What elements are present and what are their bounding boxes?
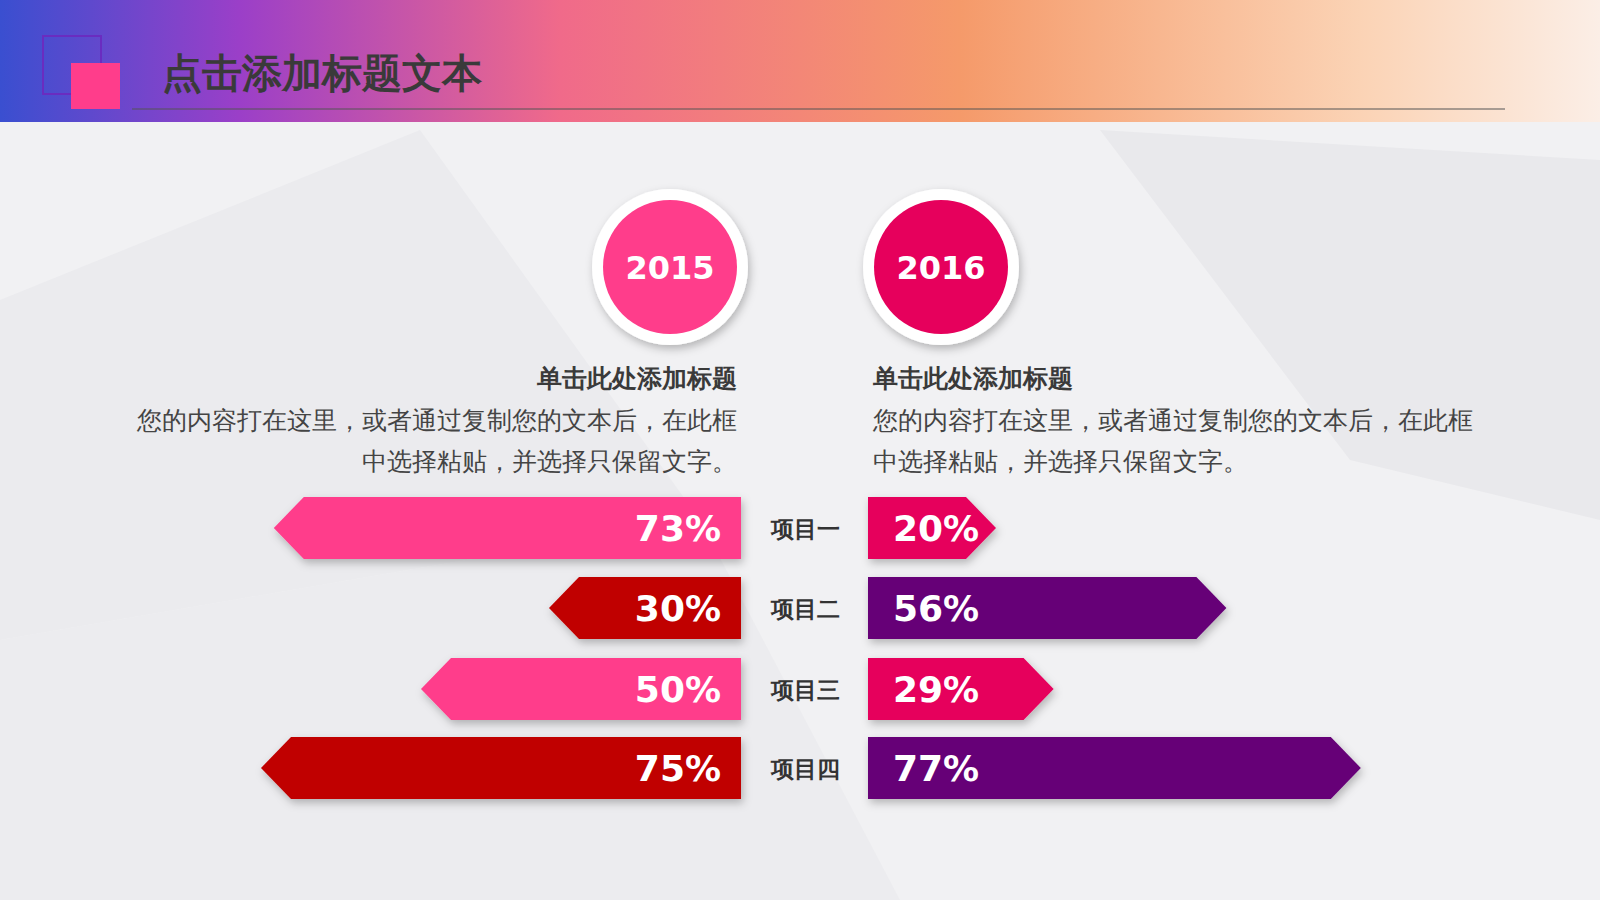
category-label: 项目二 (770, 596, 840, 622)
data-label: 50% (635, 669, 721, 710)
data-label: 30% (635, 588, 721, 629)
data-label: 20% (893, 508, 979, 549)
category-label: 项目一 (770, 516, 840, 542)
data-label: 29% (893, 669, 979, 710)
data-label: 75% (635, 748, 721, 789)
year-circle (874, 200, 1008, 334)
category-label: 项目三 (770, 677, 840, 703)
panel-text: 您的内容打在这里，或者通过复制您的文本后，在此框中选择粘贴，并选择只保留文字。 (136, 406, 737, 476)
background (0, 0, 1600, 900)
title: 点击添加标题文本 (162, 50, 482, 96)
panel-heading: 单击此处添加标题 (536, 364, 737, 393)
data-label: 56% (893, 588, 979, 629)
header-band (0, 0, 1600, 122)
panel-heading: 单击此处添加标题 (872, 364, 1073, 393)
year-circle (603, 200, 737, 334)
bg-shape (0, 520, 900, 900)
bar (868, 497, 996, 559)
data-labels: 73% 30% 50% 75% 20% 56% 29% 77% (635, 508, 979, 789)
bar (868, 737, 1361, 799)
bar (868, 658, 1054, 720)
category-label: 项目四 (770, 756, 840, 782)
bar (549, 577, 741, 639)
bar (421, 658, 741, 720)
bar (261, 737, 741, 799)
bar (868, 577, 1226, 639)
panel-text: 您的内容打在这里，或者通过复制您的文本后，在此框中选择粘贴，并选择只保留文字。 (872, 406, 1473, 476)
bars (261, 497, 1361, 799)
year-ring (863, 189, 1019, 345)
data-label: 73% (635, 508, 721, 549)
page: 点击添加标题文本 2015 2016 单击此处添加标题您的内容打在这里，或者通过复制您… (0, 0, 1600, 900)
title-rule (132, 108, 1505, 109)
icon (71, 63, 120, 109)
series-name: 2016 (896, 249, 985, 287)
bar (274, 497, 741, 559)
data-label: 77% (893, 748, 979, 789)
series-name: 2015 (625, 249, 714, 287)
year-ring (592, 189, 748, 345)
